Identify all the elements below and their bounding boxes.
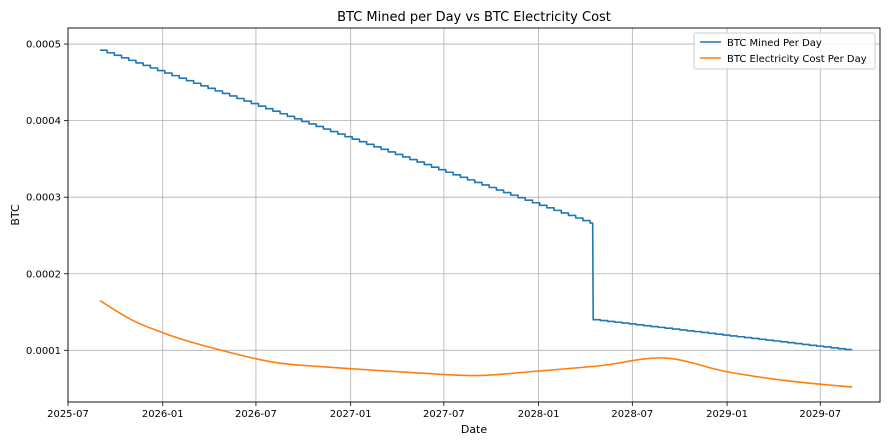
y-axis-ticks: 0.0001 0.0002 0.0003 0.0004 0.0005 xyxy=(26,40,68,357)
x-axis-ticks: 2025-07 2026-01 2026-07 2027-01 2027-07 2028-… xyxy=(47,402,841,420)
y-tick-label: 0.0005 xyxy=(26,40,61,51)
series-layer xyxy=(99,49,853,388)
y-tick-label: 0.0001 xyxy=(26,346,61,357)
legend-frame xyxy=(693,32,876,70)
x-tick-label: 2027-01 xyxy=(330,409,372,420)
plot-area-frame xyxy=(67,27,881,403)
x-tick-label: 2029-01 xyxy=(706,409,748,420)
x-tick-label: 2026-07 xyxy=(235,409,277,420)
series-line-electricity-cost xyxy=(99,299,853,388)
legend: BTC Mined Per Day BTC Electricity Cost P… xyxy=(693,32,876,70)
legend-label-mined: BTC Mined Per Day xyxy=(727,38,822,49)
y-tick-label: 0.0003 xyxy=(26,193,61,204)
chart-title: BTC Mined per Day vs BTC Electricity Cos… xyxy=(337,10,611,25)
x-tick-label: 2027-07 xyxy=(423,409,465,420)
x-tick-label: 2028-01 xyxy=(518,409,560,420)
x-tick-label: 2028-07 xyxy=(611,409,653,420)
x-tick-label: 2029-07 xyxy=(799,409,841,420)
series-line-btc-mined xyxy=(99,49,853,351)
legend-label-electricity: BTC Electricity Cost Per Day xyxy=(727,54,867,65)
y-tick-label: 0.0002 xyxy=(26,269,61,280)
x-axis-label: Date xyxy=(461,423,488,436)
x-tick-label: 2025-07 xyxy=(47,409,89,420)
grid xyxy=(67,28,880,402)
x-tick-label: 2026-01 xyxy=(142,409,184,420)
y-axis-label: BTC xyxy=(9,204,22,226)
y-tick-label: 0.0004 xyxy=(26,116,61,127)
